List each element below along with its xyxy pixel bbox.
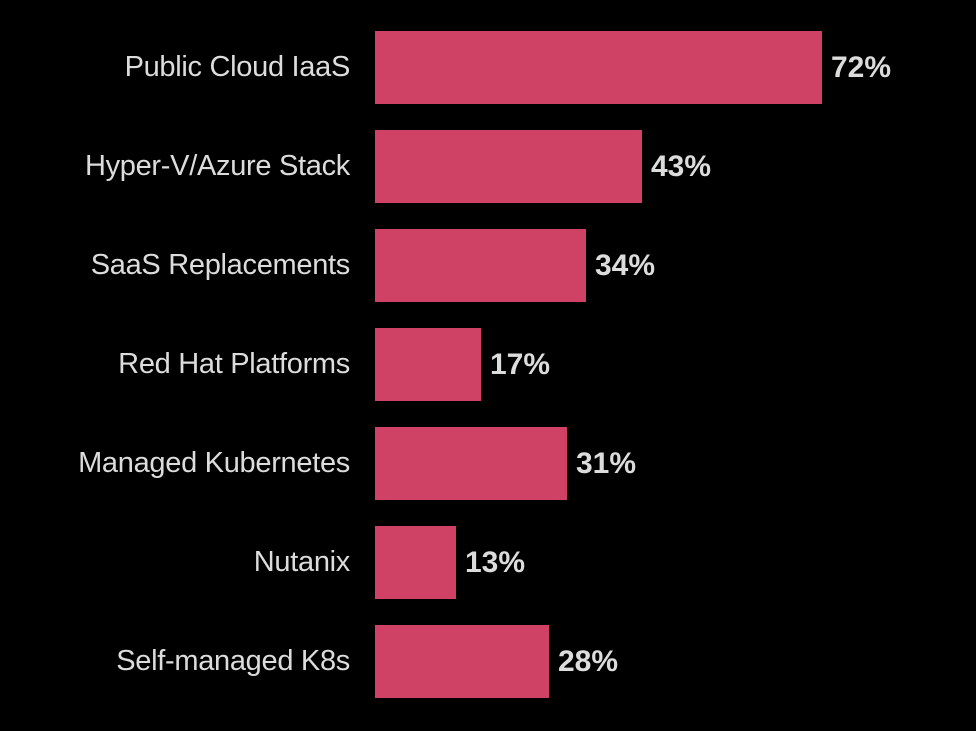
value-label: 17%	[490, 348, 551, 381]
bar	[375, 427, 567, 500]
bar	[375, 31, 822, 104]
bar-row: Public Cloud IaaS 72%	[0, 31, 976, 104]
category-label: Nutanix	[253, 546, 351, 578]
value-label: 13%	[465, 546, 526, 579]
value-label: 72%	[831, 51, 892, 84]
bar-row: Hyper-V/Azure Stack 43%	[0, 130, 976, 203]
value-label: 28%	[558, 645, 619, 678]
value-label: 34%	[595, 249, 656, 282]
bar-row: Managed Kubernetes 31%	[0, 427, 976, 500]
category-label: SaaS Replacements	[90, 249, 351, 281]
bar	[375, 625, 549, 698]
value-label: 43%	[651, 150, 712, 183]
value-label: 31%	[576, 447, 637, 480]
bar	[375, 130, 642, 203]
category-label: Red Hat Platforms	[118, 348, 350, 380]
bar-row: SaaS Replacements 34%	[0, 229, 976, 302]
bar	[375, 229, 586, 302]
bar	[375, 328, 481, 401]
bar-row: Nutanix 13%	[0, 526, 976, 599]
category-label: Self-managed K8s	[116, 645, 350, 677]
bar-row: Self-managed K8s 28%	[0, 625, 976, 698]
bar	[375, 526, 456, 599]
category-label: Hyper-V/Azure Stack	[84, 150, 350, 182]
category-label: Public Cloud IaaS	[124, 51, 351, 83]
category-label: Managed Kubernetes	[78, 447, 350, 479]
bar-row: Red Hat Platforms 17%	[0, 328, 976, 401]
